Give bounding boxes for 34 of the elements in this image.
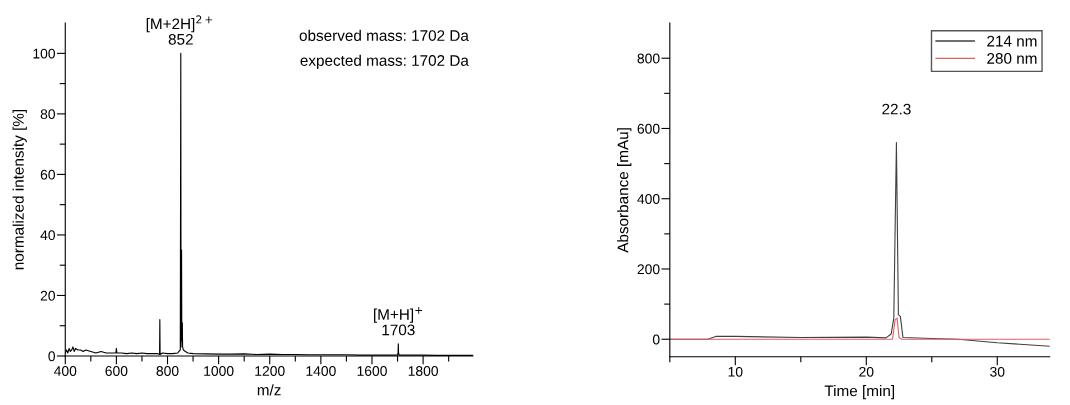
x-axis-title: m/z <box>257 384 281 396</box>
y-tick-label: 60 <box>40 169 56 180</box>
y-tick-label: 20 <box>40 290 56 301</box>
y-tick-label: 800 <box>637 53 660 64</box>
annotation: [M+2H]$^{2+}$ 852 <box>146 15 213 45</box>
legend-label: 214 nm <box>987 35 1037 47</box>
x-tick-label: 1800 <box>408 366 439 376</box>
y-tick-label: 100 <box>33 48 56 59</box>
x-tick-label: 1400 <box>306 366 336 376</box>
annotation: observed mass: 1702 Da <box>299 29 469 41</box>
y-tick-label: 400 <box>637 194 660 204</box>
x-tick-label: 20 <box>859 366 874 377</box>
y-tick-label: 0 <box>652 334 660 345</box>
annotation: expected mass: 1702 Da <box>300 54 469 69</box>
x-tick-label: 1600 <box>357 366 387 376</box>
y-tick-label: 200 <box>637 264 660 275</box>
y-tick-label: 600 <box>637 123 660 134</box>
y-tick-label: 0 <box>48 351 56 362</box>
x-tick-label: 800 <box>156 366 179 376</box>
x-tick-label: 10 <box>728 366 743 377</box>
line-series <box>669 317 1050 340</box>
x-tick-label: 1200 <box>255 366 285 376</box>
x-tick-label: 600 <box>105 366 128 376</box>
y-tick-label: 80 <box>40 109 56 120</box>
x-axis-title: Time [min] <box>824 385 895 400</box>
y-tick-label: 40 <box>40 230 56 241</box>
x-tick-label: 400 <box>54 366 77 376</box>
x-tick-label: 30 <box>990 366 1005 377</box>
x-tick-label: 1000 <box>204 366 234 376</box>
y-axis-title: normalized intensity [%] <box>12 109 27 270</box>
y-axis-title: Absorbance [mAu] <box>617 128 632 253</box>
legend-label: 280 nm <box>987 53 1037 64</box>
annotation: 22.3 <box>882 103 911 115</box>
annotation: [M+H]$^{+}$ 1703 <box>374 307 423 336</box>
